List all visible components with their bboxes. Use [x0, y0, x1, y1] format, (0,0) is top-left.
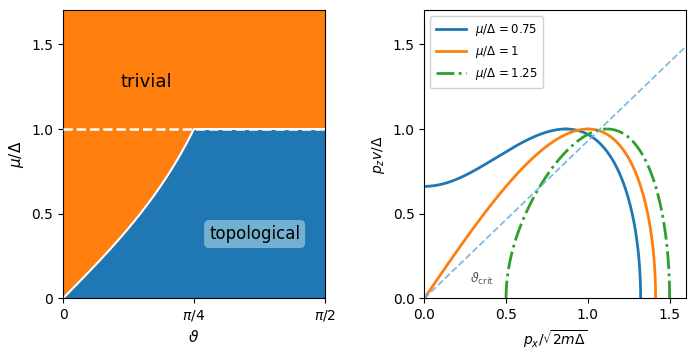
$\mu/\Delta\,=1$ — [651, 277, 659, 281]
Line: $\mu/\Delta\,=0.75$: $\mu/\Delta\,=0.75$ — [566, 129, 640, 298]
$\mu/\Delta\,=1$ — [650, 267, 659, 271]
$\mu/\Delta\,=0.75$ — [580, 130, 588, 134]
$\mu/\Delta\,=0.75$ — [631, 224, 639, 228]
$\mu/\Delta\,=1$ — [652, 296, 660, 301]
Y-axis label: $\mu/\Delta$: $\mu/\Delta$ — [7, 141, 26, 168]
$\mu/\Delta\,=0.75$ — [636, 296, 645, 301]
Text: topological: topological — [209, 225, 300, 243]
Text: trivial: trivial — [120, 73, 172, 91]
$\mu/\Delta\,=1.25$ — [603, 127, 611, 131]
$\mu/\Delta\,=1$ — [599, 130, 608, 134]
$\mu/\Delta\,=1$ — [584, 127, 592, 131]
$\mu/\Delta\,=1.25$ — [636, 149, 644, 153]
X-axis label: $\vartheta$: $\vartheta$ — [188, 329, 199, 345]
Legend: $\mu/\Delta\,=0.75$, $\mu/\Delta\,=1$, $\mu/\Delta\,=1.25$: $\mu/\Delta\,=0.75$, $\mu/\Delta\,=1$, $… — [430, 16, 543, 88]
$\mu/\Delta\,=1.25$ — [664, 267, 673, 271]
$\mu/\Delta\,=1.25$ — [665, 277, 673, 281]
$\mu/\Delta\,=0.75$ — [602, 149, 610, 153]
$\mu/\Delta\,=0.75$ — [561, 127, 570, 131]
$\mu/\Delta\,=1.25$ — [666, 296, 674, 301]
$\mu/\Delta\,=1$ — [620, 149, 628, 153]
$\mu/\Delta\,=0.75$ — [631, 231, 640, 236]
Line: $\mu/\Delta\,=1$: $\mu/\Delta\,=1$ — [588, 129, 656, 298]
Y-axis label: $p_z v/\Delta$: $p_z v/\Delta$ — [370, 135, 387, 174]
$\mu/\Delta\,=1.25$ — [662, 231, 670, 236]
$\mu/\Delta\,=1$ — [646, 224, 654, 228]
$\mu/\Delta\,=0.75$ — [636, 267, 644, 271]
Text: $\vartheta_\mathrm{crit}$: $\vartheta_\mathrm{crit}$ — [470, 271, 494, 287]
$\mu/\Delta\,=0.75$ — [636, 277, 645, 281]
X-axis label: $p_x/\sqrt{2m\Delta}$: $p_x/\sqrt{2m\Delta}$ — [523, 328, 587, 347]
$\mu/\Delta\,=1.25$ — [660, 224, 668, 228]
Line: $\mu/\Delta\,=1.25$: $\mu/\Delta\,=1.25$ — [607, 129, 670, 298]
$\mu/\Delta\,=1.25$ — [617, 130, 625, 134]
$\mu/\Delta\,=1$ — [647, 231, 655, 236]
